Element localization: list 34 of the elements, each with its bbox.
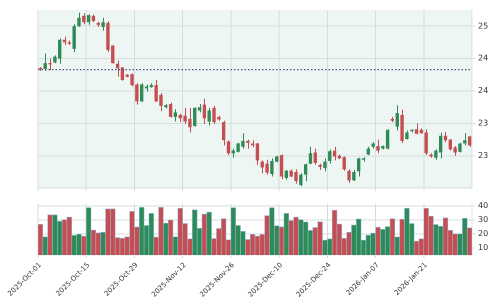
candlestick [101,17,105,32]
candlestick [44,52,47,72]
y-tick-label: 10 [478,243,488,252]
y-tick-label: 20 [478,229,488,238]
candlestick [405,130,409,140]
candlestick [463,132,466,146]
candlestick [314,148,317,166]
y-tick-label: 40 [478,200,488,210]
candlestick [82,12,86,25]
candlestick [304,163,308,182]
candlestick [308,146,312,165]
candlestick [396,104,399,132]
y-tick-label: 25 [478,21,488,30]
candlestick [323,158,327,172]
y-tick-label: 30 [478,215,488,224]
candlestick [86,14,90,26]
candlestick [208,107,211,126]
candlestick [48,58,52,71]
candlestick [347,168,351,184]
candlestick [72,24,76,53]
y-tick-label: 24 [478,86,488,96]
candlestick [328,148,332,164]
candlestick [222,120,226,146]
candlestick [299,172,302,187]
candlestick [468,135,472,148]
candlestick [202,98,206,125]
candlestick [246,139,250,150]
y-tick-label: 23 [478,118,488,128]
candlestick [174,108,178,122]
candlestick [284,170,288,180]
y-tick-label: 23 [478,150,488,160]
candlestick [352,170,356,182]
y-tick-label: 24 [478,54,488,63]
candlestick [168,102,172,118]
